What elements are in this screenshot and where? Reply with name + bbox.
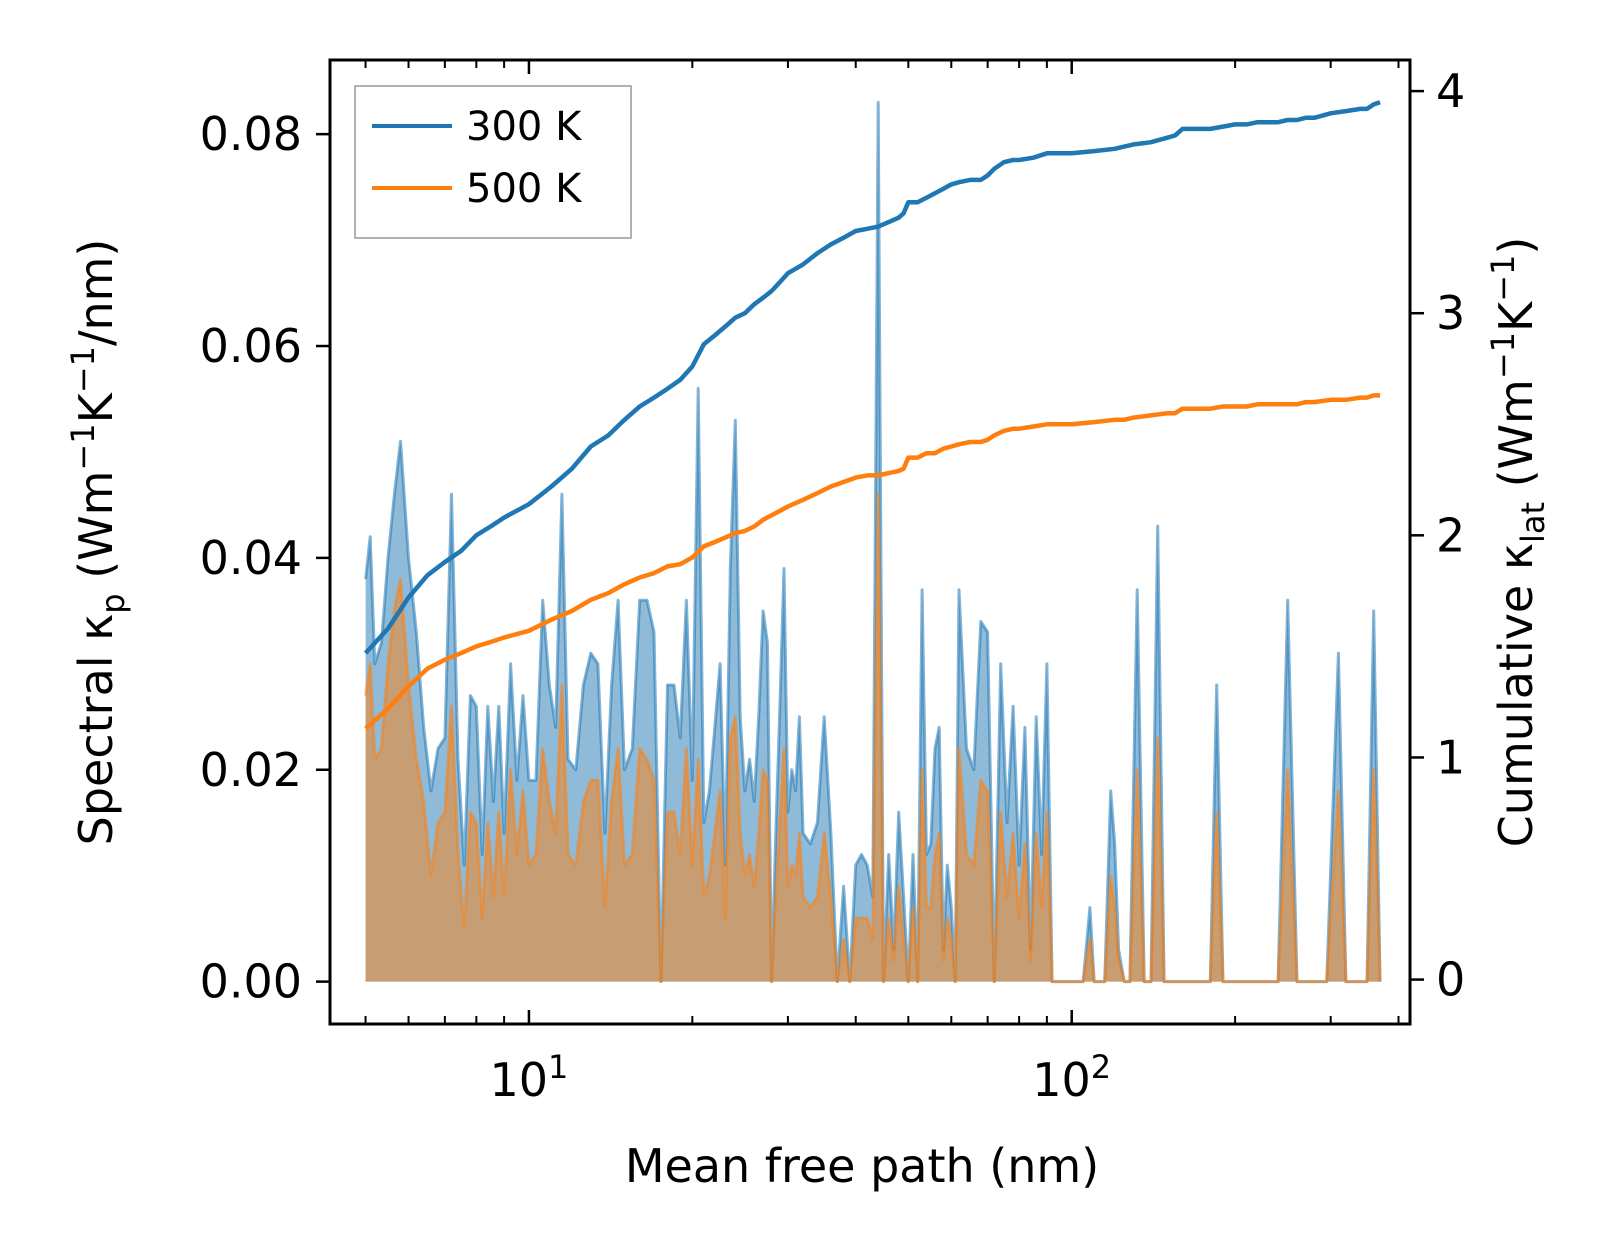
- svg-text:101: 101: [489, 1048, 568, 1107]
- legend-label-300k: 300 K: [466, 104, 583, 150]
- y-right-axis-label: Cumulative κlat (Wm−1K−1): [1484, 237, 1552, 848]
- y-right-tick-label: 4: [1436, 64, 1465, 118]
- y-right-tick-label: 2: [1436, 508, 1465, 562]
- plot-frame: [328, 58, 1412, 1026]
- y-left-tick-label: 0.00: [200, 955, 302, 1009]
- y-right-label-sub: lat: [1514, 502, 1552, 543]
- cumulative-line-500k: [364, 393, 1381, 731]
- legend: 300 K 500 K: [354, 85, 632, 239]
- tick-layer: [316, 60, 1424, 1024]
- y-right-label-mid: K: [1489, 300, 1543, 332]
- legend-label-500k: 500 K: [466, 166, 583, 212]
- y-left-tick-labels: 0.00 0.02 0.04 0.06 0.08: [200, 107, 302, 1008]
- x-tick-label: 102: [1032, 1048, 1111, 1107]
- y-left-tick-label: 0.02: [200, 743, 302, 797]
- spectral-fill-500k: [365, 494, 1381, 982]
- y-right-label-tail: ): [1489, 237, 1543, 255]
- x-tick-base: 10: [489, 1053, 548, 1107]
- x-tick-exponent: 2: [1091, 1048, 1111, 1086]
- svg-text:102: 102: [1032, 1048, 1111, 1107]
- y-right-axis-label-text: Cumulative κlat (Wm−1K−1): [1484, 237, 1552, 848]
- y-right-label-main: Cumulative κ: [1489, 543, 1543, 847]
- y-left-label-sup2: −1: [64, 346, 102, 393]
- y-right-tick-labels: 0 1 2 3 4: [1436, 64, 1465, 1007]
- series-layer: [363, 100, 1382, 984]
- y-left-label-sup1: −1: [64, 423, 102, 470]
- y-left-axis-label: Spectral κp (Wm−1K−1/nm): [64, 239, 132, 846]
- y-left-tick-label: 0.08: [200, 107, 302, 161]
- y-left-axis-label-text: Spectral κp (Wm−1K−1/nm): [64, 239, 132, 846]
- y-left-label-main: Spectral κ: [69, 614, 123, 846]
- y-right-tick-label: 1: [1436, 731, 1465, 785]
- y-right-label-open: (Wm: [1489, 379, 1543, 502]
- y-right-label-sup2: −1: [1484, 255, 1522, 302]
- y-right-label-sup1: −1: [1484, 332, 1522, 379]
- cumulative-line-300k: [363, 100, 1381, 655]
- x-tick-base: 10: [1032, 1053, 1091, 1107]
- x-axis-label: Mean free path (nm): [625, 1139, 1099, 1193]
- x-tick-label: 101: [489, 1048, 568, 1107]
- y-left-label-mid: K: [69, 391, 123, 423]
- y-left-label-tail: /nm): [69, 239, 123, 346]
- y-left-label-open: (Wm: [69, 471, 123, 594]
- legend-box: [354, 85, 632, 239]
- y-left-tick-label: 0.06: [200, 319, 302, 373]
- x-tick-exponent: 1: [548, 1048, 568, 1086]
- y-left-label-sub: p: [94, 593, 132, 613]
- y-right-tick-label: 0: [1436, 953, 1465, 1007]
- y-left-tick-label: 0.04: [200, 531, 302, 585]
- y-right-tick-label: 3: [1436, 286, 1465, 340]
- spectral-line-500k: [364, 492, 1382, 984]
